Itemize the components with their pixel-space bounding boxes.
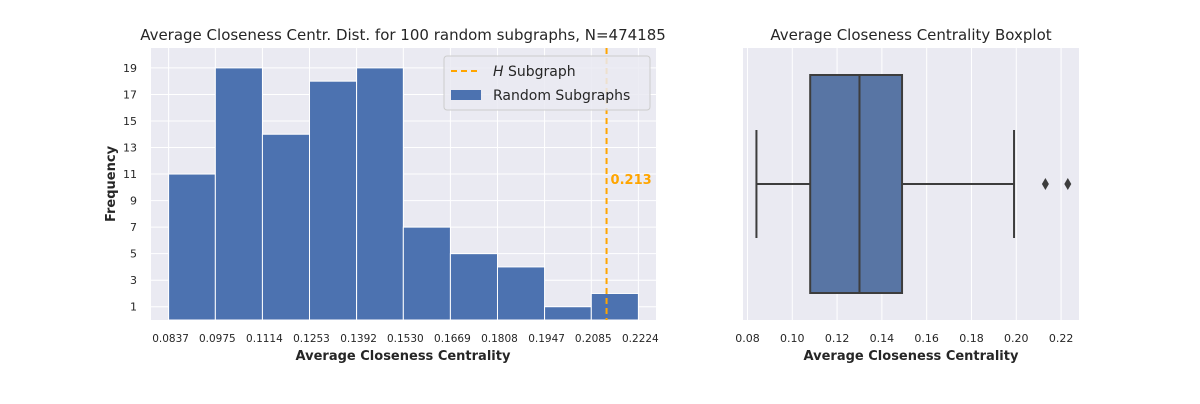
histogram-bar (402, 226, 451, 321)
reference-line-value-label: 0.213 (611, 173, 652, 188)
boxplot-x-tick-labels: 0.08 0.10 0.12 0.14 0.16 0.18 0.20 0.22 (735, 332, 1073, 345)
histogram-bar (214, 67, 263, 321)
histogram-y-tick-label: 11 (123, 168, 137, 181)
histogram-x-tick-label: 0.1669 (434, 333, 471, 345)
boxplot-x-tick-label: 0.10 (780, 332, 805, 345)
histogram-x-tick-label: 0.0975 (199, 333, 236, 345)
histogram-y-axis-label: Frequency (104, 145, 119, 222)
legend-bars-label: Random Subgraphs (493, 88, 630, 104)
boxplot-outlier (1041, 178, 1049, 190)
histogram-x-tick-labels: 0.0837 0.0975 0.1114 0.1253 0.1392 0.1530 0.16… (152, 333, 659, 345)
histogram-x-tick-label: 0.1530 (387, 333, 424, 345)
histogram-x-tick-label: 0.2085 (575, 333, 612, 345)
boxplot-title: Average Closeness Centrality Boxplot (770, 26, 1051, 44)
histogram-bar (356, 67, 404, 321)
histogram-y-tick-label: 7 (130, 221, 137, 234)
boxplot-box (809, 74, 904, 294)
histogram-y-tick-label: 9 (130, 195, 137, 208)
histogram-bar (168, 173, 216, 321)
legend-frame (443, 55, 651, 111)
boxplot-x-tick-label: 0.18 (959, 332, 984, 345)
histogram-bar (309, 80, 358, 321)
boxplot-x-tick-label: 0.16 (914, 332, 939, 345)
histogram-y-tick-label: 15 (123, 115, 137, 128)
boxplot-marks (755, 74, 1072, 294)
histogram-y-tick-label: 5 (130, 248, 137, 261)
legend-reference-label-italic: H (493, 64, 504, 80)
histogram-y-tick-label: 17 (123, 88, 137, 101)
histogram-bar (261, 133, 311, 321)
histogram-y-tick-label: 3 (130, 274, 137, 287)
histogram-legend: H Subgraph Random Subgraphs (443, 55, 651, 111)
boxplot-x-tick-label: 0.08 (735, 332, 760, 345)
legend-reference-label: H Subgraph (493, 64, 576, 80)
histogram-y-tick-label: 13 (123, 142, 137, 155)
boxplot-chart: 0.08 0.10 0.12 0.14 0.16 0.18 0.20 0.22 Average… (735, 26, 1079, 364)
histogram-x-tick-label: 0.1947 (528, 333, 565, 345)
histogram-y-tick-label: 1 (130, 301, 137, 314)
histogram-title: Average Closeness Centr. Dist. for 100 r… (140, 26, 666, 44)
boxplot-x-tick-label: 0.12 (825, 332, 850, 345)
histogram-bar (496, 266, 546, 321)
boxplot-x-tick-label: 0.22 (1049, 332, 1074, 345)
histogram-chart: 0.213 0.0837 0.0975 0.1114 0.1253 0.1392 0.15… (104, 26, 666, 364)
histogram-bars (168, 67, 639, 321)
histogram-x-axis-label: Average Closeness Centrality (296, 349, 511, 364)
histogram-bar (449, 253, 498, 321)
legend-reference-label-suffix: Subgraph (504, 64, 576, 80)
histogram-x-tick-label: 0.1808 (481, 333, 518, 345)
boxplot-x-tick-label: 0.14 (870, 332, 895, 345)
boxplot-x-axis-label: Average Closeness Centrality (804, 349, 1019, 364)
histogram-bar (544, 306, 592, 321)
boxplot-x-tick-label: 0.20 (1004, 332, 1029, 345)
histogram-x-tick-label: 0.1253 (293, 333, 330, 345)
histogram-y-tick-label: 19 (123, 62, 137, 75)
legend-bars-swatch (451, 90, 481, 100)
histogram-x-tick-label: 0.0837 (152, 333, 189, 345)
boxplot-outlier (1064, 178, 1072, 190)
histogram-x-tick-label: 0.1392 (340, 333, 377, 345)
histogram-x-tick-label: 0.1114 (246, 333, 283, 345)
histogram-bar (590, 292, 639, 321)
histogram-x-tick-label: 0.2224 (622, 333, 659, 345)
